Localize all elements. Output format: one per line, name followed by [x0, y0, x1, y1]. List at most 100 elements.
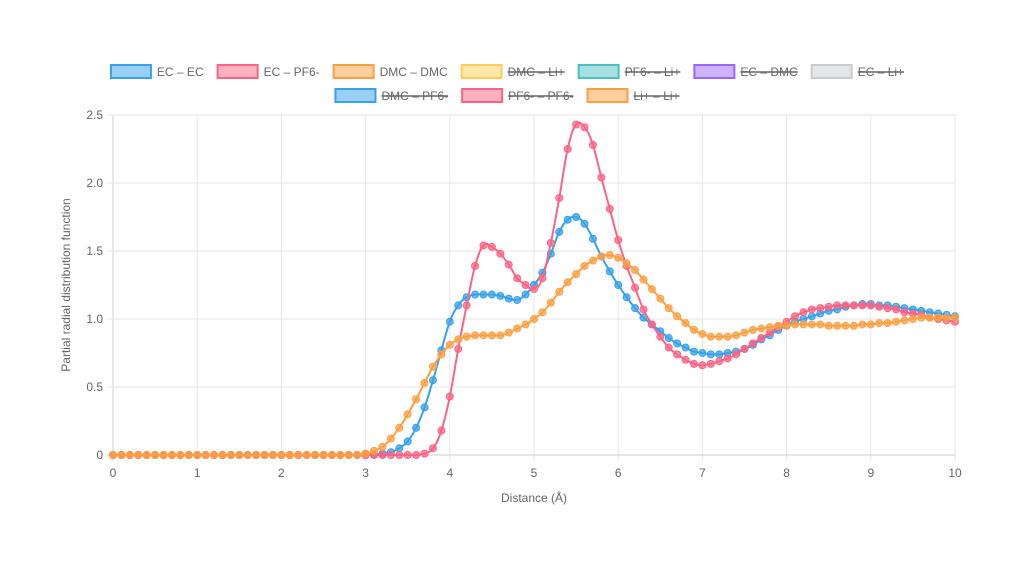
data-point[interactable] — [184, 451, 193, 459]
legend-item[interactable]: PF6- – Li+ — [577, 64, 681, 79]
data-point[interactable] — [336, 451, 345, 459]
data-point[interactable] — [412, 395, 421, 404]
data-point[interactable] — [513, 324, 522, 333]
data-point[interactable] — [681, 343, 690, 352]
data-point[interactable] — [647, 320, 656, 329]
data-point[interactable] — [386, 451, 395, 459]
data-point[interactable] — [353, 451, 362, 459]
data-point[interactable] — [319, 451, 328, 459]
data-point[interactable] — [142, 451, 151, 459]
data-point[interactable] — [824, 321, 833, 330]
data-point[interactable] — [479, 290, 488, 299]
data-point[interactable] — [833, 301, 842, 310]
data-point[interactable] — [487, 242, 496, 251]
data-point[interactable] — [833, 321, 842, 330]
data-point[interactable] — [664, 334, 673, 343]
data-point[interactable] — [294, 451, 303, 459]
data-point[interactable] — [117, 451, 126, 459]
data-point[interactable] — [765, 323, 774, 332]
data-point[interactable] — [471, 331, 480, 340]
data-point[interactable] — [866, 301, 875, 310]
data-point[interactable] — [580, 219, 589, 228]
data-point[interactable] — [908, 315, 917, 323]
data-point[interactable] — [504, 328, 513, 337]
data-point[interactable] — [807, 305, 816, 314]
data-point[interactable] — [698, 329, 707, 338]
data-point[interactable] — [268, 451, 277, 459]
data-point[interactable] — [757, 324, 766, 333]
data-point[interactable] — [631, 304, 640, 313]
data-point[interactable] — [673, 339, 682, 348]
data-point[interactable] — [496, 331, 505, 340]
legend-item[interactable]: DMC – Li+ — [460, 64, 565, 79]
data-point[interactable] — [639, 305, 648, 314]
legend-item[interactable]: EC – EC — [109, 64, 204, 79]
data-point[interactable] — [555, 287, 564, 296]
data-point[interactable] — [454, 335, 463, 344]
data-point[interactable] — [614, 236, 623, 245]
data-point[interactable] — [277, 451, 286, 459]
data-point[interactable] — [109, 451, 117, 459]
data-point[interactable] — [378, 451, 387, 459]
data-point[interactable] — [917, 313, 926, 322]
data-point[interactable] — [715, 350, 724, 359]
data-point[interactable] — [521, 320, 530, 329]
data-point[interactable] — [588, 140, 597, 149]
data-point[interactable] — [285, 451, 294, 459]
data-point[interactable] — [597, 173, 606, 182]
data-point[interactable] — [681, 355, 690, 364]
data-point[interactable] — [479, 331, 488, 340]
data-point[interactable] — [580, 261, 589, 270]
data-point[interactable] — [538, 274, 547, 283]
data-point[interactable] — [588, 256, 597, 265]
data-point[interactable] — [639, 275, 648, 284]
data-point[interactable] — [521, 290, 530, 299]
data-point[interactable] — [664, 343, 673, 352]
data-point[interactable] — [487, 331, 496, 340]
data-point[interactable] — [883, 304, 892, 313]
data-point[interactable] — [437, 426, 446, 435]
data-point[interactable] — [774, 321, 783, 330]
data-point[interactable] — [807, 312, 816, 321]
data-point[interactable] — [875, 302, 884, 311]
data-point[interactable] — [395, 451, 404, 459]
legend-item[interactable]: EC – Li+ — [810, 64, 905, 79]
data-point[interactable] — [740, 328, 749, 337]
data-point[interactable] — [370, 446, 379, 455]
data-point[interactable] — [454, 301, 463, 310]
data-point[interactable] — [732, 350, 741, 359]
data-point[interactable] — [849, 301, 858, 310]
data-point[interactable] — [462, 301, 471, 310]
data-point[interactable] — [934, 313, 943, 322]
data-point[interactable] — [555, 193, 564, 202]
data-point[interactable] — [513, 274, 522, 283]
data-point[interactable] — [530, 285, 538, 294]
data-point[interactable] — [428, 376, 437, 385]
data-point[interactable] — [563, 145, 572, 153]
data-point[interactable] — [572, 120, 581, 129]
data-point[interactable] — [706, 332, 715, 341]
data-point[interactable] — [420, 403, 429, 412]
data-point[interactable] — [462, 332, 471, 341]
data-point[interactable] — [159, 451, 168, 459]
data-point[interactable] — [344, 451, 353, 459]
data-point[interactable] — [799, 320, 808, 329]
data-point[interactable] — [605, 204, 614, 213]
data-point[interactable] — [403, 437, 412, 446]
data-point[interactable] — [201, 451, 210, 459]
data-point[interactable] — [816, 320, 825, 329]
data-point[interactable] — [723, 354, 732, 363]
data-point[interactable] — [706, 350, 715, 359]
data-point[interactable] — [892, 317, 901, 326]
data-point[interactable] — [546, 238, 555, 247]
data-point[interactable] — [420, 449, 429, 458]
data-point[interactable] — [925, 313, 934, 322]
data-point[interactable] — [454, 344, 463, 353]
data-point[interactable] — [134, 451, 143, 459]
data-point[interactable] — [226, 451, 235, 459]
data-point[interactable] — [176, 451, 185, 459]
data-point[interactable] — [647, 285, 656, 294]
data-point[interactable] — [732, 331, 741, 340]
data-point[interactable] — [471, 290, 480, 299]
data-point[interactable] — [395, 444, 404, 453]
